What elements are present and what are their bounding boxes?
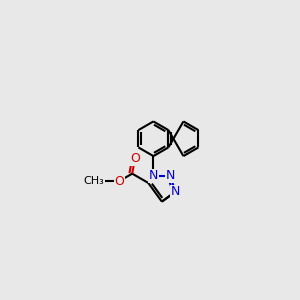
Text: O: O — [130, 152, 140, 165]
Text: N: N — [149, 169, 158, 182]
Text: CH₃: CH₃ — [83, 176, 104, 186]
Text: N: N — [171, 185, 180, 198]
Text: O: O — [114, 175, 124, 188]
Text: N: N — [166, 169, 175, 182]
